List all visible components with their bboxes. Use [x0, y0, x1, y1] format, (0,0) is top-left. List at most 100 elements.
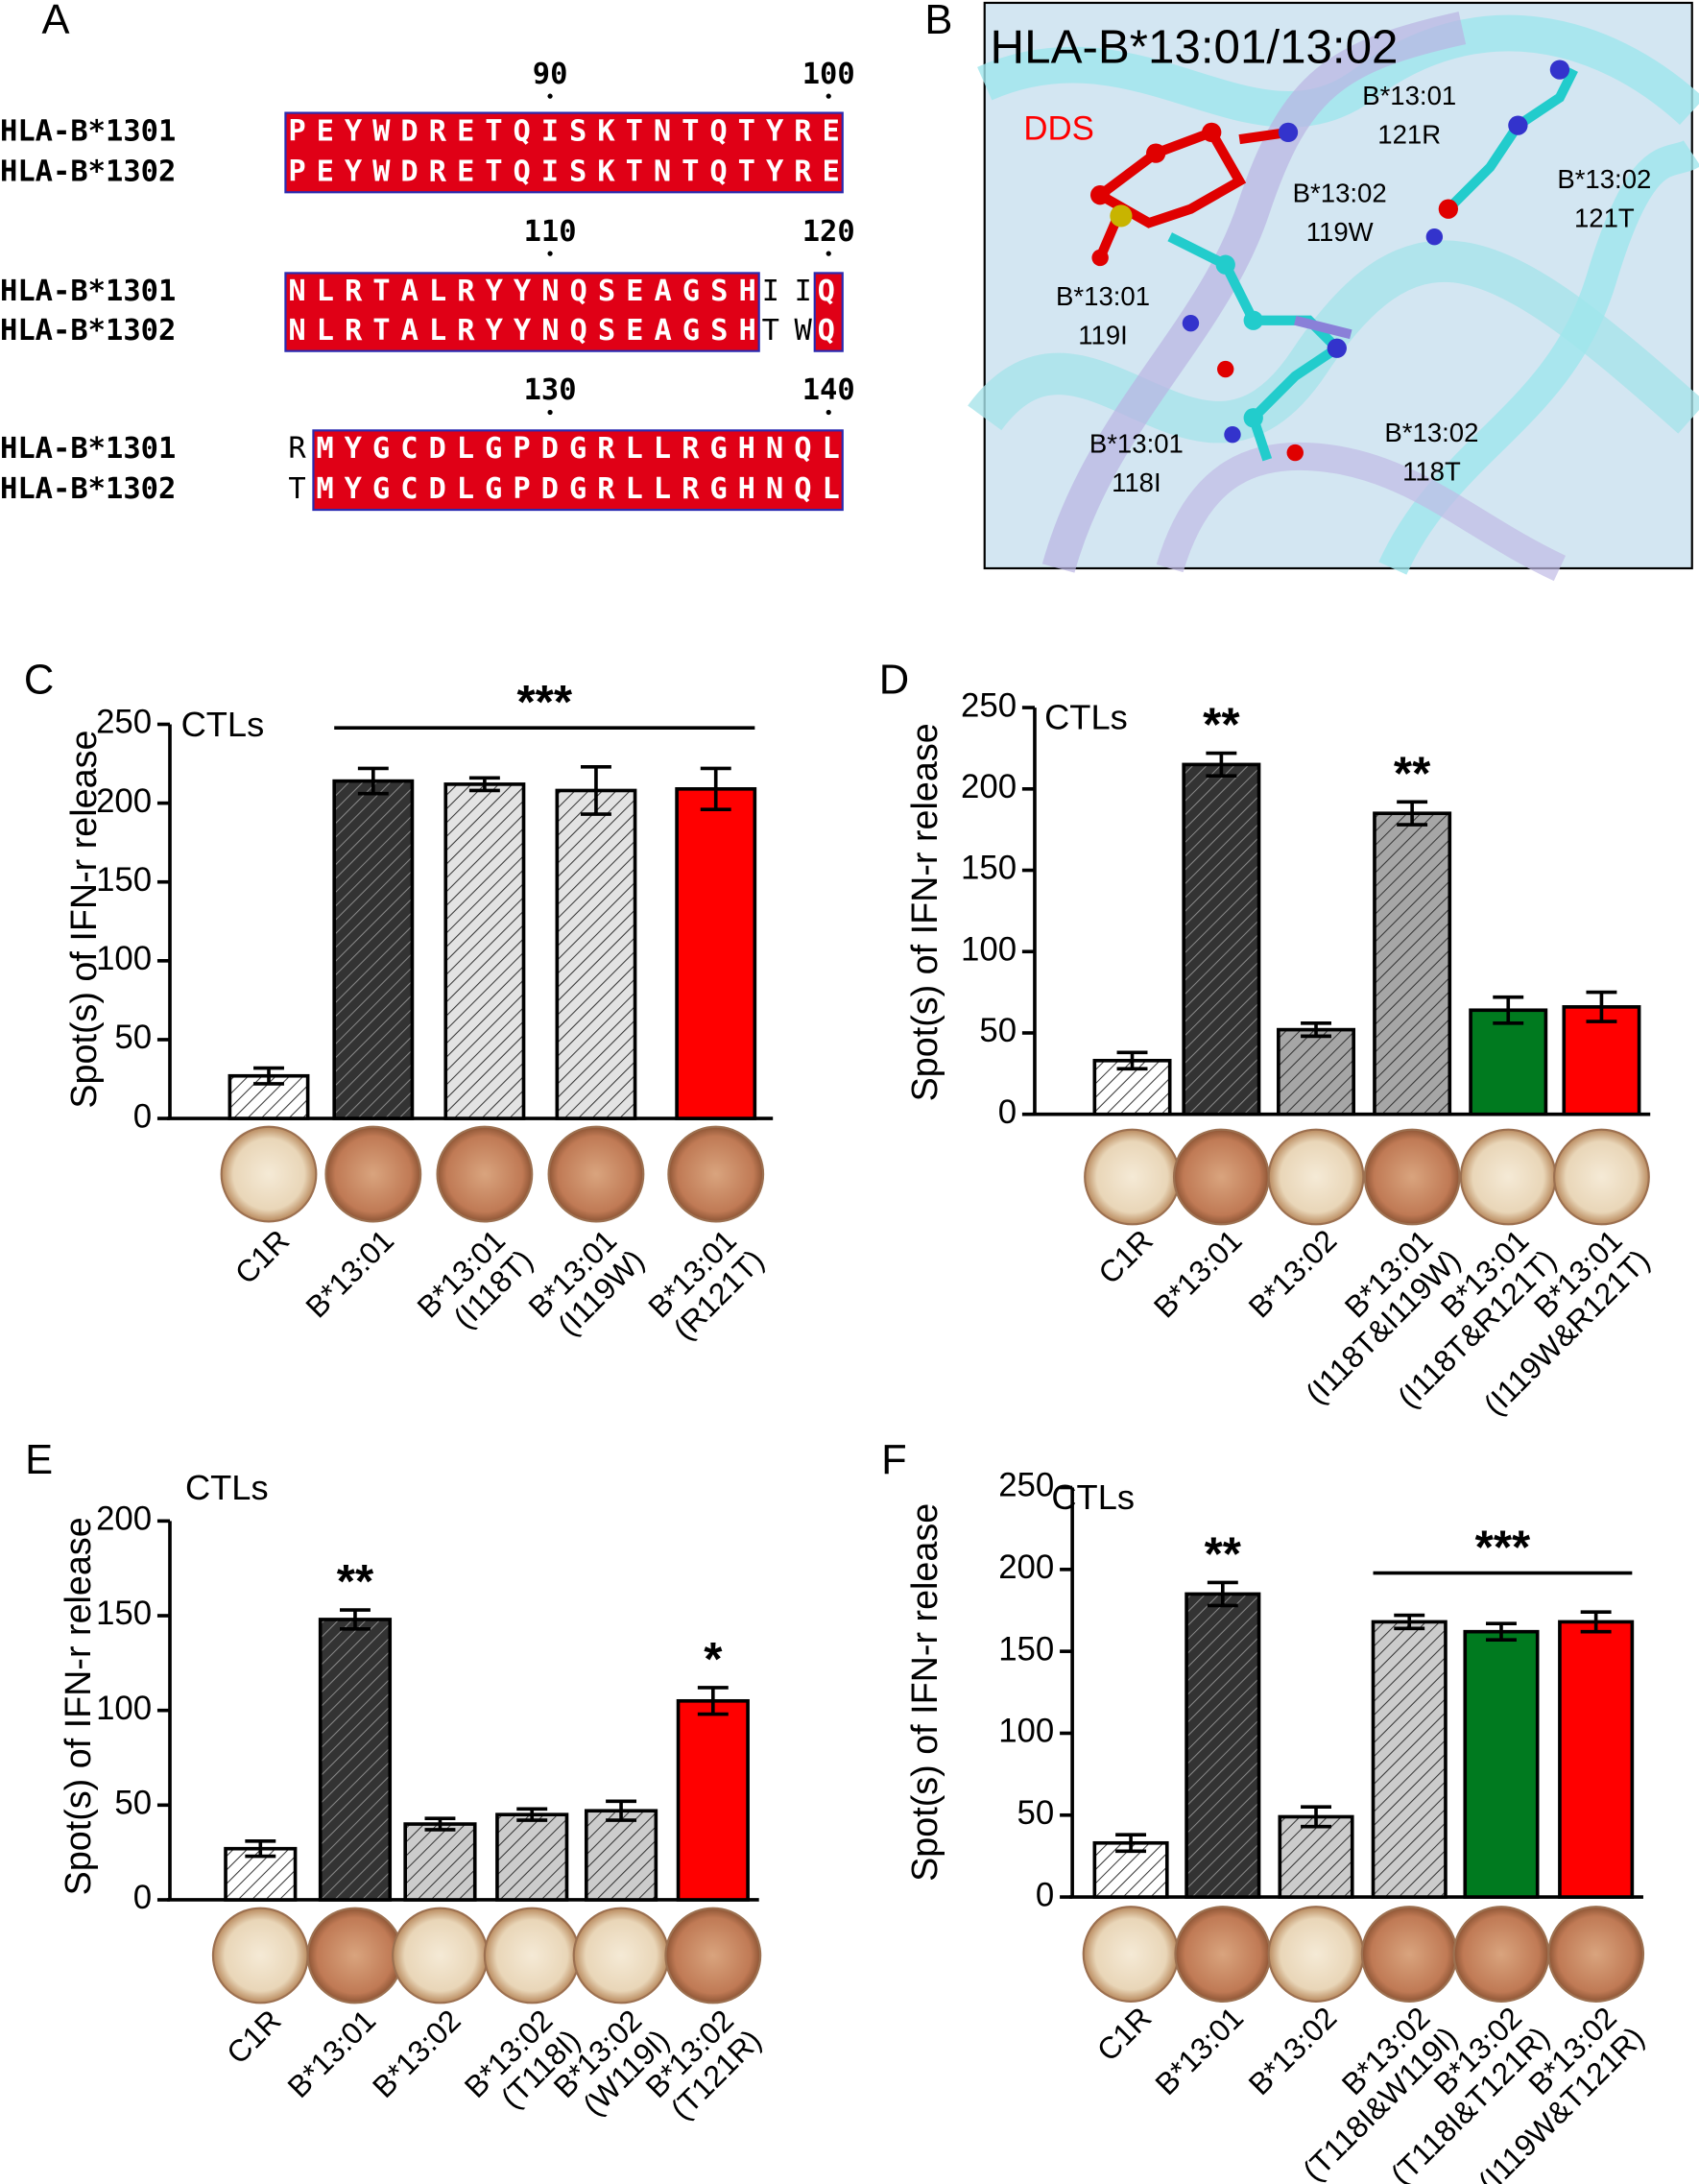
- sequence-segment: MYGCDLGPDGRLLRGHNQL: [316, 472, 840, 506]
- residue-label: 121R: [1377, 120, 1441, 150]
- error-bar: [1493, 995, 1524, 1025]
- residue-label: 119I: [1078, 320, 1128, 349]
- error-bar: [245, 1838, 276, 1859]
- y-tick-label: 200: [998, 1548, 1054, 1586]
- residue-tick: [826, 93, 831, 99]
- y-tick-label: 0: [1036, 1876, 1054, 1913]
- bar: [555, 788, 637, 1120]
- sequence-segment: NLRTALRYYNQSEAGSH: [288, 314, 755, 348]
- sequence-segment: R: [288, 432, 306, 466]
- bar: [1463, 1629, 1540, 1899]
- residue-tick: [826, 251, 831, 256]
- error-bar: [424, 1816, 456, 1832]
- bar: [403, 1822, 477, 1902]
- well-image: [392, 1907, 489, 2004]
- residue-label: 118T: [1402, 457, 1461, 487]
- sequence-name: HLA-B*1302: [0, 472, 176, 506]
- x-tick-label: C1R: [1091, 1223, 1160, 1291]
- y-tick-label: 50: [114, 1785, 152, 1822]
- x-tick-label: B*13:01: [1148, 2000, 1250, 2101]
- well-image: [1360, 1906, 1458, 2003]
- residue-label: B*13:01: [1056, 281, 1150, 311]
- significance-label: **: [1394, 747, 1431, 800]
- bar: [1469, 1008, 1548, 1116]
- residue-label: B*13:02: [1557, 164, 1651, 194]
- y-tick-label: 250: [961, 686, 1017, 724]
- sequence-name: HLA-B*1302: [0, 314, 176, 348]
- y-tick-label: 50: [979, 1012, 1017, 1049]
- bar: [443, 782, 526, 1120]
- error-bar: [1301, 1805, 1331, 1829]
- structure-view: [968, 1, 1699, 582]
- y-tick-label: 200: [96, 782, 152, 820]
- error-bar: [1116, 1050, 1148, 1071]
- y-tick-label: 150: [961, 850, 1017, 887]
- error-bar: [1394, 1613, 1425, 1631]
- residue-number: 140: [802, 373, 855, 407]
- residue-number: 90: [533, 58, 568, 91]
- bar: [1562, 1005, 1641, 1116]
- error-bar: [580, 765, 611, 816]
- error-bar: [1301, 1021, 1331, 1039]
- well-image: [436, 1125, 534, 1223]
- y-tick-label: 150: [998, 1630, 1054, 1668]
- residue-number: 100: [802, 58, 855, 91]
- error-bar: [1580, 1610, 1612, 1634]
- error-bar: [253, 1066, 284, 1086]
- bar: [495, 1812, 569, 1902]
- sequence-segment: MYGCDLGPDGRLLRGHNQL: [316, 432, 840, 466]
- residue-tick: [547, 251, 553, 256]
- chart-annotation: CTLs: [1051, 1477, 1135, 1517]
- error-bar: [468, 776, 500, 793]
- y-tick-label: 100: [998, 1713, 1054, 1750]
- residue-number: 130: [524, 373, 577, 407]
- panel-label: A: [42, 0, 70, 43]
- significance-label: **: [1205, 1527, 1242, 1580]
- sequence-segment: T: [288, 472, 305, 506]
- well-image: [324, 1125, 422, 1223]
- y-axis-label: Spot(s) of IFN-r release: [63, 731, 104, 1109]
- residue-label: B*13:02: [1293, 178, 1387, 207]
- residue-label: B*13:01: [1089, 429, 1184, 459]
- y-axis-label: Spot(s) of IFN-r release: [904, 723, 945, 1101]
- bar: [332, 779, 415, 1120]
- well-image: [664, 1907, 762, 2004]
- conserved-box: [312, 429, 844, 512]
- y-tick-label: 200: [961, 768, 1017, 805]
- bar: [1185, 1592, 1261, 1899]
- well-image: [211, 1907, 309, 2004]
- y-tick-label: 200: [96, 1500, 152, 1538]
- bar: [1278, 1814, 1354, 1899]
- significance-label: ***: [1475, 1521, 1531, 1573]
- sequence-segment: Q: [818, 314, 835, 348]
- y-axis-label: Spot(s) of IFN-r release: [904, 1503, 945, 1882]
- panel-label: F: [881, 1437, 907, 1483]
- significance-label: *: [704, 1633, 723, 1686]
- error-bar: [700, 766, 731, 811]
- x-tick-label: B*13:01: [281, 2003, 383, 2104]
- bar: [1373, 811, 1452, 1116]
- y-tick-label: 100: [961, 930, 1017, 968]
- significance-label: ***: [516, 676, 572, 729]
- error-bar: [1206, 751, 1237, 779]
- bar: [676, 1698, 750, 1902]
- y-tick-label: 100: [96, 1690, 152, 1727]
- error-bar: [606, 1799, 637, 1822]
- residue-label: 118I: [1112, 468, 1161, 497]
- error-bar: [340, 1608, 371, 1631]
- error-bar: [1486, 1621, 1517, 1643]
- ligand-label: DDS: [1023, 110, 1093, 148]
- well-image: [483, 1907, 581, 2004]
- sequence-name: HLA-B*1302: [0, 155, 176, 188]
- y-tick-label: 0: [133, 1879, 152, 1916]
- residue-label: B*13:02: [1384, 418, 1478, 447]
- bar: [584, 1809, 658, 1902]
- well-image: [1553, 1128, 1650, 1226]
- chart-annotation: CTLs: [181, 705, 265, 744]
- residue-tick: [547, 93, 553, 99]
- well-image: [306, 1907, 404, 2004]
- bar: [1277, 1027, 1356, 1116]
- chart-annotation: CTLs: [185, 1468, 269, 1507]
- well-image: [667, 1125, 765, 1223]
